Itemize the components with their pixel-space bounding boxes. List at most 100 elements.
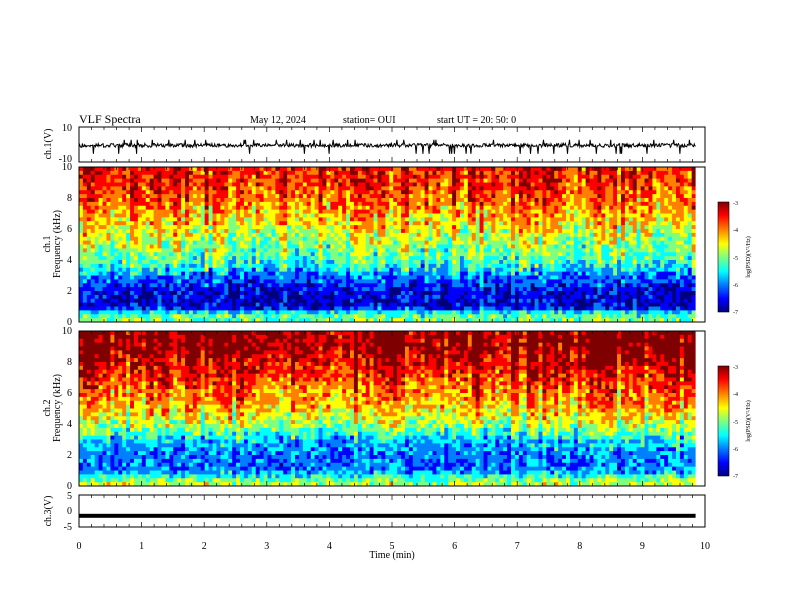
spectrogram-cell	[448, 236, 453, 242]
spectrogram-cell	[357, 194, 363, 199]
spectrogram-cell	[404, 240, 410, 245]
spectrogram-cell	[240, 229, 245, 234]
spectrogram-cell	[436, 190, 441, 195]
spectrogram-cell	[518, 260, 524, 265]
spectrogram-cell	[306, 263, 312, 269]
spectrogram-cell	[326, 198, 331, 203]
spectrogram-cell	[141, 240, 147, 245]
spectrogram-cell	[220, 252, 225, 257]
spectrogram-cell	[283, 170, 288, 176]
spectrogram-cell	[361, 194, 367, 199]
spectrogram-cell	[188, 186, 194, 191]
spectrogram-cell	[397, 279, 402, 284]
spectrogram-cell	[357, 221, 363, 226]
spectrogram-cell	[157, 190, 162, 195]
spectrogram-cell	[295, 229, 300, 234]
spectrogram-cell	[185, 240, 190, 245]
spectrogram-cell	[483, 252, 488, 257]
spectrogram-cell	[467, 167, 473, 172]
spectrogram-cell	[463, 198, 469, 203]
spectrogram-cell	[338, 209, 343, 214]
spectrogram-cell	[369, 221, 374, 226]
spectrogram-cell	[483, 263, 488, 269]
spectrogram-cell	[102, 240, 107, 245]
spectrogram-cell	[240, 306, 245, 311]
spectrogram-cell	[538, 294, 543, 300]
spectrogram-cell	[133, 194, 139, 199]
spectrogram-cell	[212, 256, 217, 261]
spectrogram-cell	[228, 294, 233, 300]
spectrogram-cell	[110, 248, 115, 253]
spectrogram-cell	[153, 240, 158, 245]
spectrogram-cell	[310, 318, 316, 323]
spectrogram-cell	[479, 318, 484, 323]
spectrogram-cell	[173, 302, 178, 307]
spectrogram-cell	[459, 244, 465, 249]
spectrogram-cell	[275, 240, 280, 245]
spectrogram-cell	[463, 314, 469, 319]
spectrogram-cell	[185, 194, 190, 199]
spectrogram-cell	[126, 291, 131, 296]
spectrogram-cell	[479, 283, 484, 288]
spectrogram-cell	[141, 221, 147, 226]
spectrogram-cell	[448, 217, 453, 222]
spectrogram-cell	[126, 314, 131, 319]
spectrogram-cell	[346, 178, 351, 183]
spectrogram-cell	[381, 283, 386, 288]
spectrogram-cell	[346, 302, 351, 307]
spectrogram-cell	[404, 318, 410, 323]
spectrogram-cell	[137, 225, 143, 230]
spectrogram-cell	[122, 275, 127, 280]
spectrogram-cell	[240, 267, 245, 273]
spectrogram-cell	[373, 232, 378, 238]
spectrogram-cell	[291, 244, 296, 249]
spectrogram-cell	[283, 283, 288, 288]
spectrogram-cell	[518, 298, 524, 304]
spectrogram-cell	[90, 287, 96, 292]
spectrogram-cell	[302, 244, 308, 249]
spectrogram-cell	[220, 294, 225, 300]
spectrogram-cell	[177, 271, 182, 276]
spectrogram-cell	[232, 240, 237, 245]
spectrogram-cell	[503, 217, 508, 222]
spectrogram-cell	[377, 294, 382, 300]
spectrogram-cell	[518, 186, 524, 191]
spectrogram-cell	[200, 213, 206, 218]
spectrogram-cell	[271, 232, 276, 238]
spectrogram-cell	[318, 271, 323, 276]
spectrogram-cell	[133, 302, 139, 307]
spectrogram-cell	[86, 314, 92, 319]
spectrogram-cell	[381, 167, 386, 172]
spectrogram-cell	[456, 201, 461, 207]
spectrogram-cell	[169, 248, 174, 253]
spectrogram-cell	[326, 275, 331, 280]
spectrogram-cell	[365, 294, 371, 300]
spectrogram-cell	[349, 275, 355, 280]
spectrogram-cell	[114, 287, 119, 292]
spectrogram-cell	[514, 198, 520, 203]
spectrogram-cell	[157, 205, 162, 211]
spectrogram-cell	[204, 167, 210, 172]
spectrogram-cell	[283, 182, 288, 187]
spectrogram-cell	[495, 221, 500, 226]
spectrogram-cell	[228, 209, 233, 214]
spectrogram-cell	[432, 221, 437, 226]
spectrogram-cell	[377, 260, 382, 265]
spectrogram-cell	[385, 275, 390, 280]
spectrogram-cell	[546, 298, 551, 304]
spectrogram-cell	[456, 279, 461, 284]
spectrogram-cell	[130, 294, 135, 300]
spectrogram-cell	[204, 283, 210, 288]
spectrogram-cell	[243, 310, 249, 315]
spectrogram-cell	[240, 283, 245, 288]
spectrogram-cell	[216, 283, 221, 288]
spectrogram-cell	[408, 209, 414, 214]
spectrogram-cell	[393, 178, 398, 183]
spectrogram-cell	[306, 302, 312, 307]
spectrogram-cell	[357, 306, 363, 311]
spectrogram-cell	[542, 209, 547, 214]
spectrogram-cell	[503, 314, 508, 319]
spectrogram-cell	[118, 213, 123, 218]
spectrogram-cell	[157, 260, 162, 265]
spectrogram-cell	[200, 248, 206, 253]
